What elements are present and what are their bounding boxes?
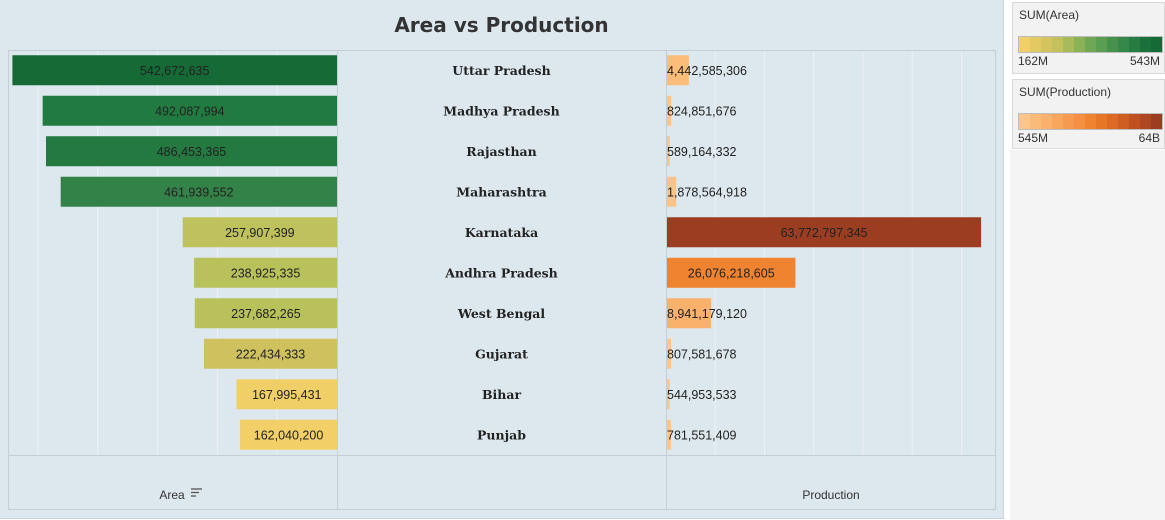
area-bar [182, 217, 337, 248]
area-data-label: 492,087,994 [155, 104, 225, 118]
category-label: Madhya Pradesh [443, 103, 559, 118]
category-label: Andhra Pradesh [444, 265, 558, 280]
area-data-label: 486,453,365 [157, 145, 227, 159]
legend-max-label: 543M [1129, 54, 1160, 68]
production-data-label: 63,772,797,345 [781, 226, 868, 240]
legend-swatch [1118, 37, 1129, 52]
area-data-label: 237,682,265 [231, 307, 301, 321]
category-label: Punjab [477, 427, 526, 442]
production-data-label: 589,164,332 [667, 145, 737, 159]
area-data-label: 257,907,399 [225, 226, 295, 240]
production-bar [667, 217, 982, 248]
category-label: Bihar [482, 387, 522, 402]
legend-swatch [1063, 37, 1074, 52]
production-data-label: 544,953,533 [667, 388, 737, 402]
diverging-bar-chart: 542,672,635 Uttar Pradesh 4,442,585,306 492… [8, 50, 996, 510]
production-color-legend[interactable]: SUM(Production) 545M 64B [1012, 79, 1165, 149]
production-bar [667, 176, 677, 207]
production-data-label: 8,941,179,120 [667, 307, 747, 321]
legend-swatch [1019, 114, 1030, 129]
legend-swatch [1074, 37, 1085, 52]
legend-swatch [1085, 37, 1096, 52]
legend-swatch [1140, 114, 1151, 129]
legend-color-ramp [1018, 113, 1163, 130]
production-bar [667, 136, 670, 167]
legend-swatch [1052, 114, 1063, 129]
category-label: Maharashtra [456, 184, 546, 199]
legend-swatch [1140, 37, 1151, 52]
legend-swatch [1096, 114, 1107, 129]
chart-pane: Area vs Production 542,672,635 Uttar Prad… [0, 0, 1004, 519]
legend-swatch [1041, 37, 1052, 52]
category-label: Rajasthan [466, 144, 536, 159]
legend-min-label: 545M [1018, 131, 1049, 145]
legend-swatch [1074, 114, 1085, 129]
area-data-label: 167,995,431 [252, 388, 322, 402]
category-label: Gujarat [475, 346, 528, 361]
production-axis-title: Production [802, 488, 859, 502]
production-bar [667, 379, 670, 410]
area-color-legend[interactable]: SUM(Area) 162M 543M [1012, 2, 1165, 74]
plot-border [8, 50, 996, 510]
legend-swatch [1041, 114, 1052, 129]
production-bar [667, 95, 672, 126]
chart-title: Area vs Production [394, 13, 609, 37]
production-data-label: 824,851,676 [667, 104, 737, 118]
area-data-label: 542,672,635 [140, 64, 210, 78]
category-label: West Bengal [457, 306, 546, 321]
legend-swatch [1107, 114, 1118, 129]
area-bar [60, 176, 338, 207]
legend-swatch [1063, 114, 1074, 129]
area-bar [46, 136, 337, 167]
legend-swatch [1151, 37, 1162, 52]
production-data-label: 781,551,409 [667, 428, 737, 442]
plot-background [8, 50, 996, 510]
area-data-label: 461,939,552 [164, 185, 234, 199]
legend-swatch [1107, 37, 1118, 52]
legend-title: SUM(Area) [1019, 8, 1080, 22]
legend-color-ramp [1018, 36, 1163, 53]
legend-max-label: 64B [1138, 131, 1160, 145]
area-bar [12, 55, 338, 86]
side-panel-background [1010, 150, 1165, 520]
legend-swatch [1085, 114, 1096, 129]
production-bar [667, 298, 712, 329]
production-data-label: 4,442,585,306 [667, 64, 747, 78]
area-axis-title[interactable]: Area [159, 488, 185, 502]
legend-swatch [1129, 37, 1140, 52]
legend-swatch [1096, 37, 1107, 52]
legend-swatch [1030, 37, 1041, 52]
area-data-label: 238,925,335 [231, 266, 301, 280]
production-data-label: 26,076,218,605 [688, 266, 775, 280]
production-bar [667, 55, 689, 86]
legend-swatch [1151, 114, 1162, 129]
category-label: Karnataka [465, 225, 538, 240]
area-bar [240, 419, 337, 450]
legend-swatch [1129, 114, 1140, 129]
production-bar [667, 338, 671, 369]
production-data-label: 807,581,678 [667, 347, 737, 361]
production-bar [667, 419, 671, 450]
legend-swatch [1019, 37, 1030, 52]
area-bar [236, 379, 337, 410]
legend-title: SUM(Production) [1019, 85, 1112, 99]
production-bar [667, 257, 796, 288]
area-data-label: 162,040,200 [254, 428, 324, 442]
area-data-label: 222,434,333 [236, 347, 306, 361]
area-bar [42, 95, 338, 126]
legend-swatch [1030, 114, 1041, 129]
area-bar [194, 257, 337, 288]
area-bar [194, 298, 337, 329]
legend-min-label: 162M [1018, 54, 1049, 68]
legend-swatch [1052, 37, 1063, 52]
area-bar [203, 338, 337, 369]
category-label: Uttar Pradesh [452, 63, 550, 78]
legend-swatch [1118, 114, 1129, 129]
production-data-label: 1,878,564,918 [667, 185, 747, 199]
